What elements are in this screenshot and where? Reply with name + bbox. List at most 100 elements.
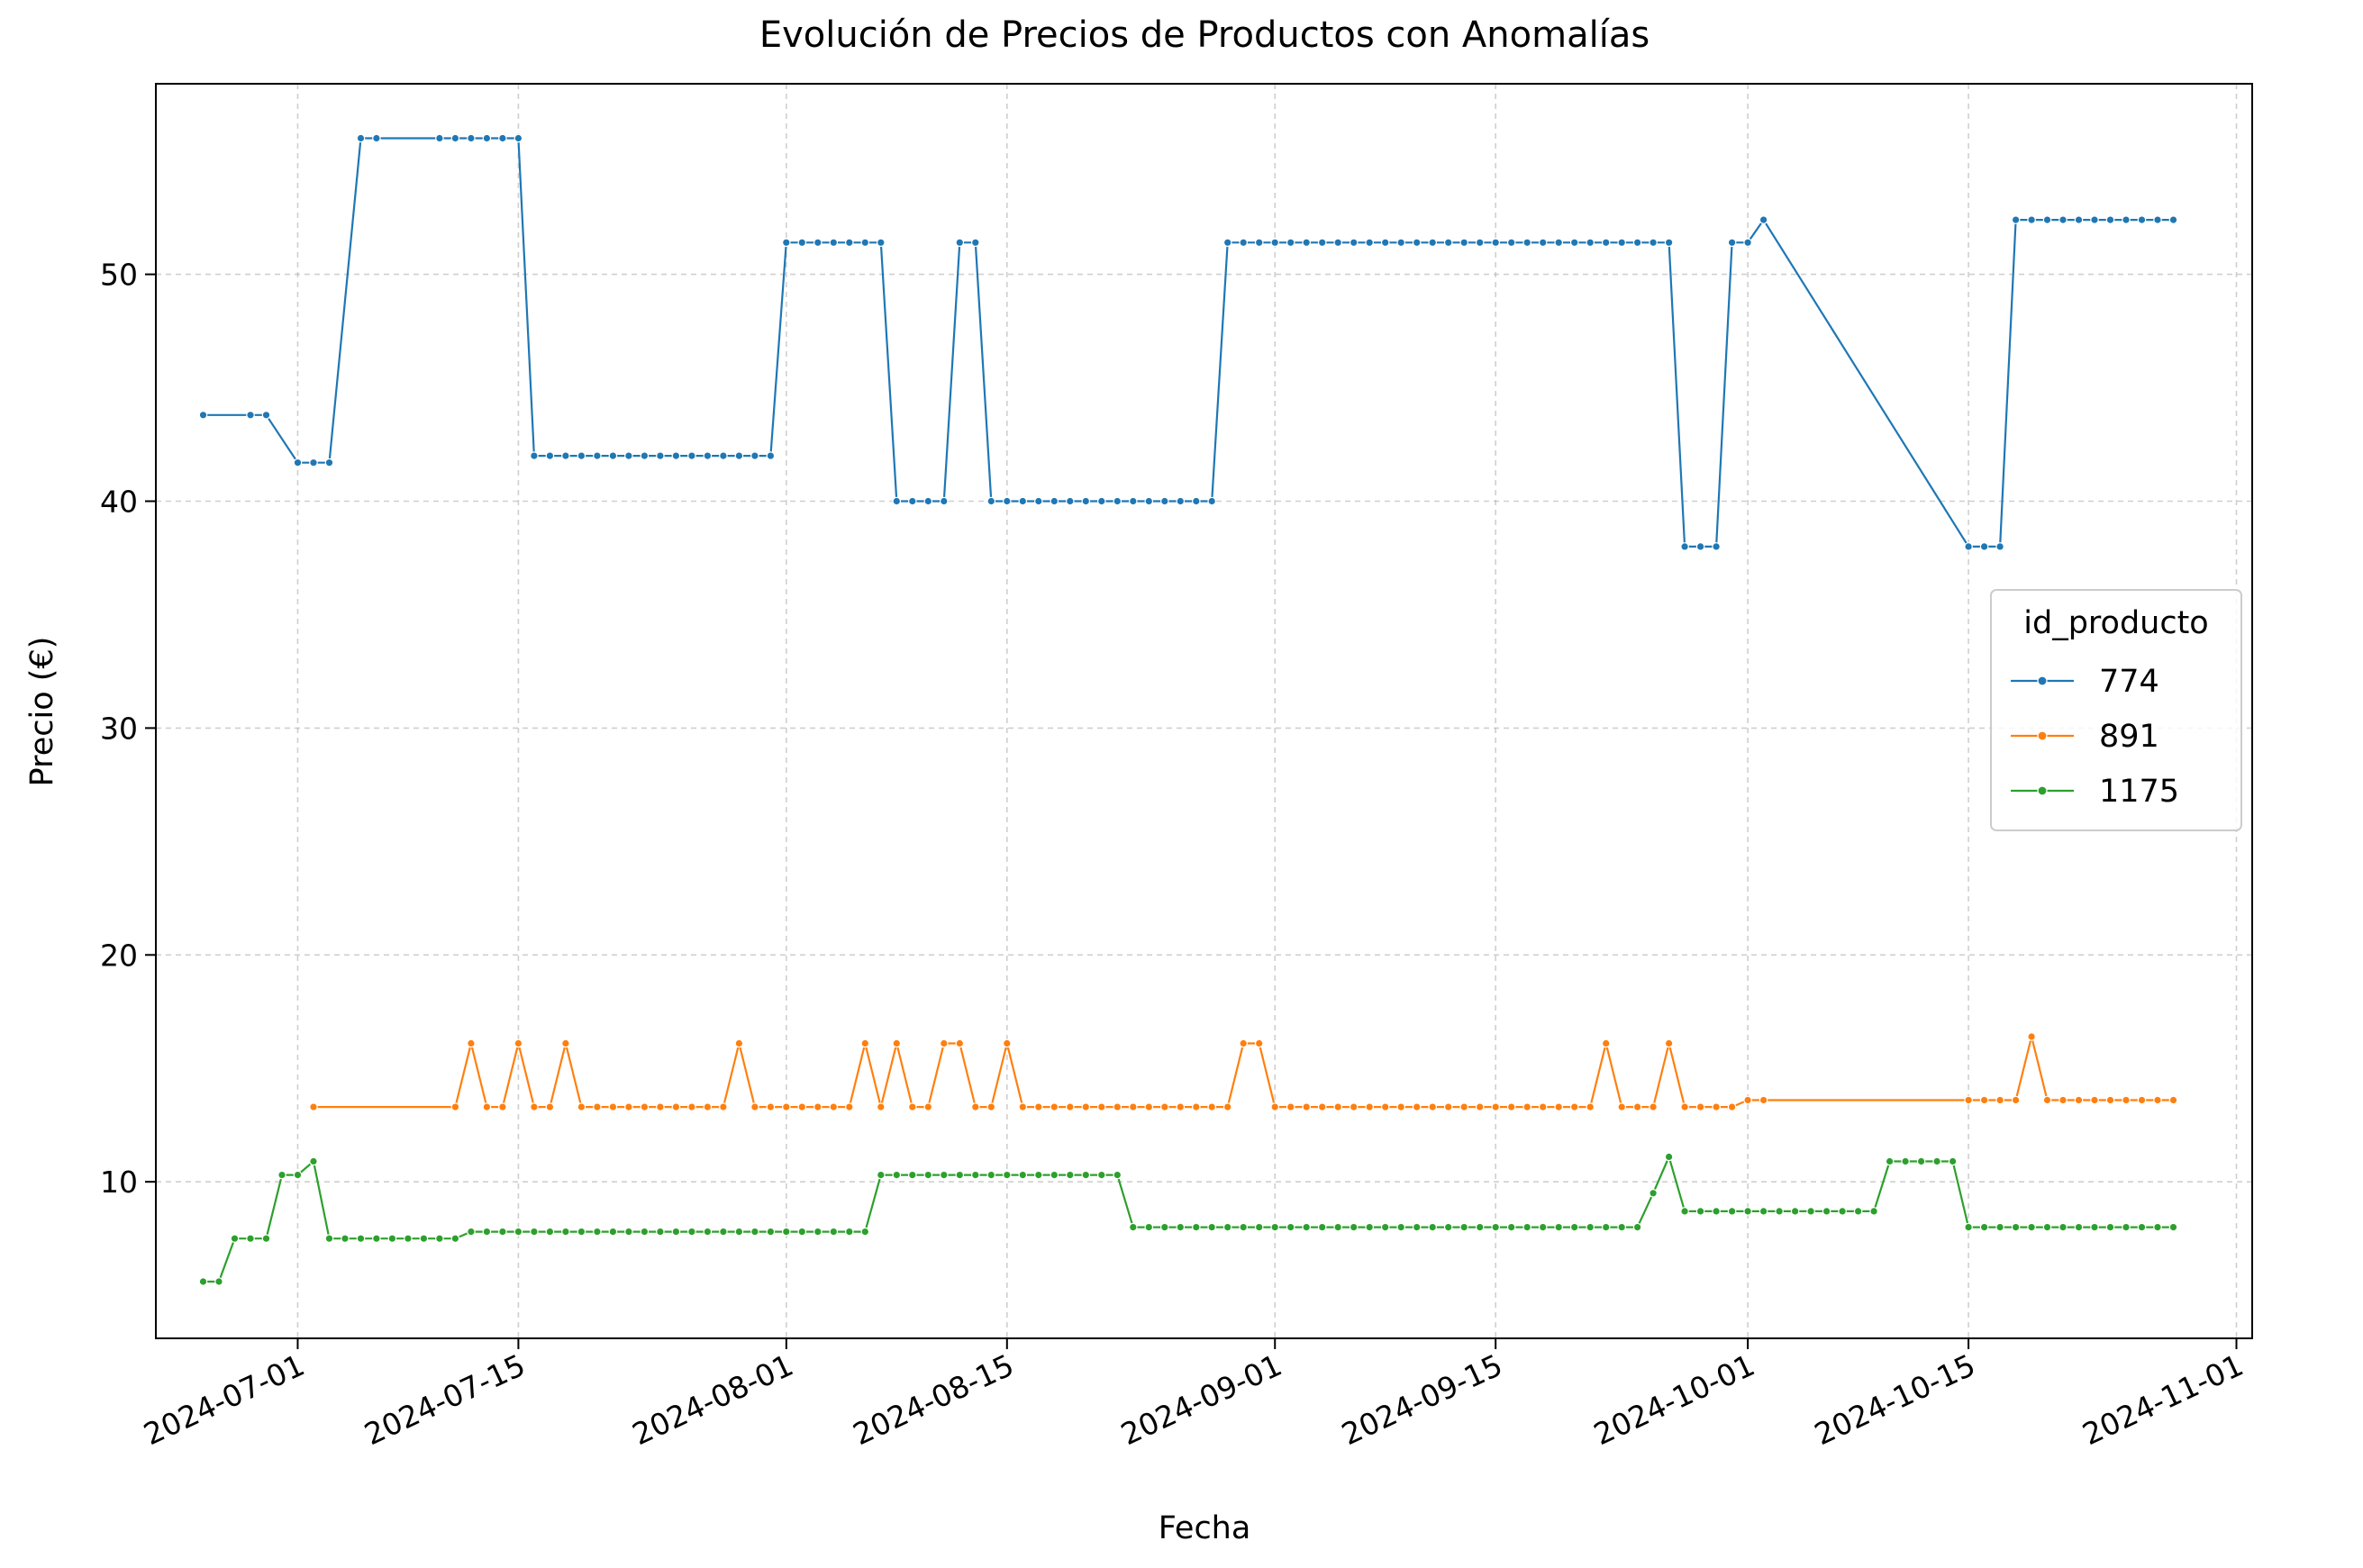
- legend-items: 774 891 1175: [2011, 664, 2179, 810]
- data-point: [608, 1227, 618, 1237]
- data-point: [1428, 238, 1437, 248]
- data-point: [1254, 238, 1264, 248]
- data-point: [1554, 238, 1563, 248]
- data-point: [1901, 1156, 1910, 1166]
- data-point: [482, 133, 492, 143]
- data-point: [293, 458, 303, 467]
- legend-swatch-marker: [2037, 730, 2048, 741]
- data-point: [1129, 496, 1138, 506]
- legend-label: 891: [2099, 719, 2159, 755]
- data-point: [2011, 1222, 2021, 1232]
- data-point: [1806, 1207, 1815, 1216]
- data-point: [2059, 1222, 2068, 1232]
- data-point: [1632, 1102, 1642, 1111]
- y-tick-label: 50: [100, 258, 138, 293]
- data-point: [1712, 1102, 1721, 1111]
- data-point: [892, 496, 902, 506]
- data-point: [797, 238, 807, 248]
- data-point: [876, 238, 886, 248]
- x-tick-label: 2024-11-01: [2077, 1347, 2249, 1452]
- data-point: [1586, 238, 1595, 248]
- x-tick-label: 2024-07-15: [359, 1347, 530, 1452]
- y-tick-label: 40: [100, 484, 138, 519]
- data-point: [482, 1102, 492, 1111]
- data-point: [1727, 1102, 1737, 1111]
- data-point: [1097, 1102, 1106, 1111]
- data-point: [1459, 238, 1468, 248]
- data-point: [1302, 1102, 1311, 1111]
- data-point: [2122, 215, 2131, 224]
- data-point: [372, 133, 381, 143]
- data-point: [860, 1038, 870, 1048]
- data-point: [2105, 1095, 2115, 1105]
- data-point: [1979, 1222, 1989, 1232]
- data-point: [1443, 1102, 1453, 1111]
- data-point: [1081, 1170, 1091, 1180]
- grid-lines: [156, 84, 2252, 1338]
- data-point: [1664, 1152, 1674, 1162]
- data-point: [1979, 542, 1989, 551]
- data-point: [1034, 1170, 1043, 1180]
- data-point: [2168, 215, 2178, 224]
- data-point: [1712, 1207, 1721, 1216]
- x-tick-label: 2024-08-15: [848, 1347, 1019, 1452]
- data-point: [1979, 1095, 1989, 1105]
- data-point: [309, 1102, 318, 1111]
- data-point: [450, 1102, 460, 1111]
- data-point: [1081, 1102, 1091, 1111]
- data-point: [608, 451, 618, 460]
- data-point: [1302, 238, 1311, 248]
- data-point: [1317, 1102, 1327, 1111]
- data-point: [1160, 1222, 1169, 1232]
- data-point: [1522, 238, 1531, 248]
- data-point: [498, 1102, 507, 1111]
- data-point: [577, 1227, 586, 1237]
- data-point: [687, 1102, 696, 1111]
- data-point: [829, 1102, 839, 1111]
- data-point: [1380, 238, 1390, 248]
- data-point: [971, 1102, 980, 1111]
- data-point: [2011, 215, 2021, 224]
- data-point: [1428, 1222, 1437, 1232]
- data-point: [577, 1102, 586, 1111]
- data-point: [1380, 1222, 1390, 1232]
- data-point: [1066, 496, 1075, 506]
- data-point: [766, 1227, 776, 1237]
- data-point: [309, 1156, 318, 1166]
- data-point: [719, 1102, 728, 1111]
- data-point: [1412, 238, 1422, 248]
- x-tick-label: 2024-08-01: [627, 1347, 798, 1452]
- data-point: [513, 133, 523, 143]
- data-point: [1759, 1095, 1768, 1105]
- data-point: [1617, 1222, 1626, 1232]
- data-point: [829, 1227, 839, 1237]
- data-point: [1759, 215, 1768, 224]
- data-point: [844, 1227, 854, 1237]
- data-point: [1222, 1222, 1232, 1232]
- data-point: [1569, 1222, 1579, 1232]
- x-axis: 2024-07-01 2024-07-15 2024-08-01 2024-08-15…: [139, 1338, 2249, 1452]
- data-point: [624, 1227, 633, 1237]
- data-point: [1003, 1170, 1012, 1180]
- data-point: [2105, 1222, 2115, 1232]
- data-point: [2168, 1095, 2178, 1105]
- y-tick-label: 10: [100, 1165, 138, 1200]
- legend-item-891: 891: [2011, 719, 2159, 755]
- data-point: [2074, 1095, 2084, 1105]
- data-point: [671, 1102, 681, 1111]
- data-point: [324, 1234, 334, 1243]
- data-point: [372, 1234, 381, 1243]
- data-point: [1475, 238, 1485, 248]
- data-point: [1066, 1102, 1075, 1111]
- data-point: [1617, 238, 1626, 248]
- data-point: [971, 1170, 980, 1180]
- data-point: [1003, 1038, 1012, 1048]
- data-point: [450, 133, 460, 143]
- data-point: [923, 496, 933, 506]
- data-point: [1664, 1038, 1674, 1048]
- data-point: [1144, 1222, 1154, 1232]
- data-point: [467, 133, 476, 143]
- data-point: [1239, 1038, 1248, 1048]
